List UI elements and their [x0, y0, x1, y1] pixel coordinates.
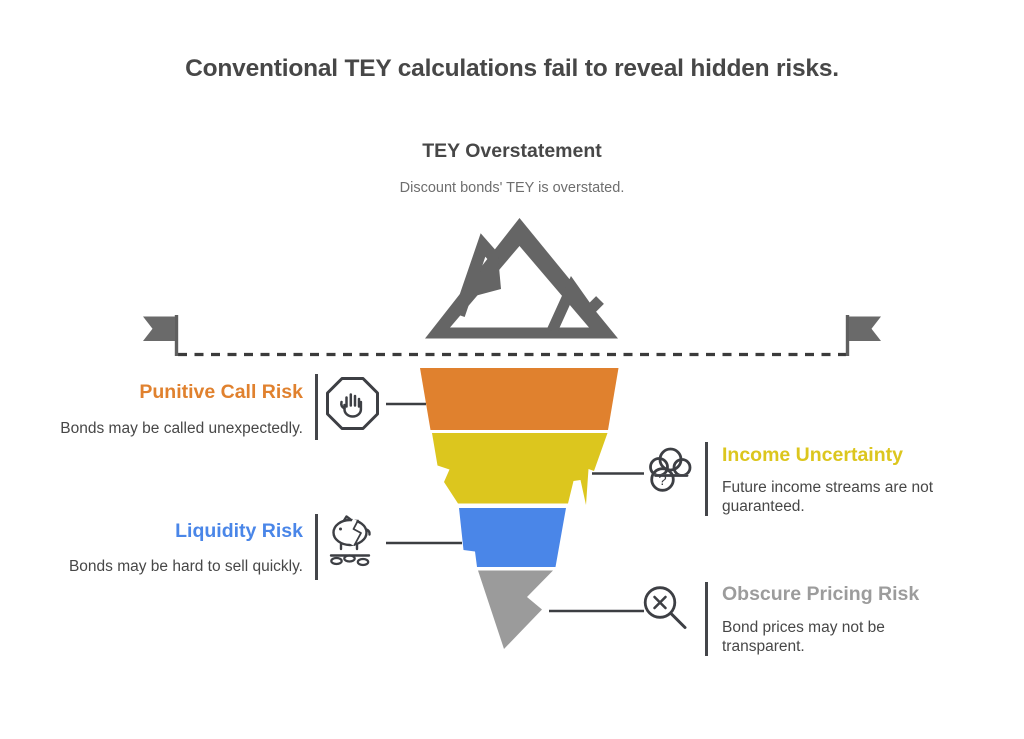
divider-bars	[315, 374, 708, 656]
funnel-segment-punitive-call-risk	[420, 368, 619, 430]
obscure-pricing-risk-label: Obscure Pricing Risk	[722, 583, 920, 605]
section-heading: TEY Overstatement	[422, 140, 602, 162]
right-flag-icon	[845, 315, 881, 356]
cloud-question-icon: ?	[643, 444, 699, 500]
mountain-icon	[425, 218, 618, 339]
income-uncertainty-label: Income Uncertainty	[722, 444, 903, 466]
punitive-call-risk-description: Bonds may be called unexpectedly.	[60, 420, 303, 437]
funnel-segment-obscure-pricing-risk	[478, 570, 553, 649]
stop-hand-icon	[324, 375, 381, 432]
magnifier-x-icon	[637, 581, 695, 639]
iceberg-funnel	[420, 368, 619, 649]
liquidity-risk-label: Liquidity Risk	[175, 520, 303, 542]
liquidity-risk-description: Bonds may be hard to sell quickly.	[68, 558, 303, 575]
page-title: Conventional TEY calculations fail to re…	[185, 55, 839, 82]
income-uncertainty-description: Future income streams are not guaranteed…	[722, 479, 934, 515]
funnel-segment-liquidity-risk	[459, 508, 566, 567]
connector-lines	[386, 402, 644, 613]
broken-piggy-bank-icon	[322, 512, 380, 570]
obscure-pricing-risk-description: Bond prices may not be transparent.	[722, 619, 885, 655]
punitive-call-risk-label: Punitive Call Risk	[139, 381, 303, 403]
left-flag-icon	[143, 315, 179, 356]
section-subheading: Discount bonds' TEY is overstated.	[399, 180, 625, 196]
question-mark-glyph: ?	[658, 472, 666, 489]
funnel-segment-income-uncertainty	[432, 433, 608, 505]
